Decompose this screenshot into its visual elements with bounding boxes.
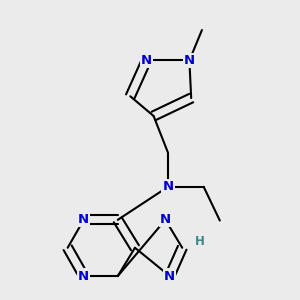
- Text: N: N: [164, 270, 175, 283]
- Text: N: N: [78, 213, 89, 226]
- Text: N: N: [141, 54, 152, 67]
- Text: H: H: [195, 235, 205, 248]
- Text: N: N: [162, 180, 173, 194]
- Text: N: N: [184, 54, 195, 67]
- Text: N: N: [78, 270, 89, 283]
- Text: N: N: [160, 213, 171, 226]
